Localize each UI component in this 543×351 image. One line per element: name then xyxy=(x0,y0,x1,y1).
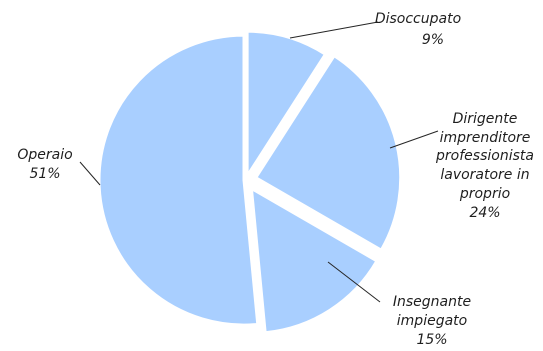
slice-label-text: Disoccupato xyxy=(375,11,461,27)
pie-slice-operaio xyxy=(97,33,260,327)
slice-label-line: professionista xyxy=(435,148,534,164)
pie-slice-insegnante xyxy=(249,186,379,335)
leader-lines xyxy=(79,21,439,303)
slice-percent: 9% xyxy=(422,32,444,48)
slice-label-line: imprenditore xyxy=(440,130,531,146)
slice-label-operaio: Operaio 51% xyxy=(17,147,72,182)
leader-line xyxy=(289,21,379,39)
slice-label-insegnante: Insegnante impiegato 15% xyxy=(393,294,471,348)
leader-line xyxy=(327,261,381,303)
slice-label-line: Dirigente xyxy=(453,111,518,127)
slice-label-line: lavoratore in xyxy=(440,167,529,183)
pie-slices xyxy=(97,29,403,335)
slice-label-line: impiegato xyxy=(397,313,467,329)
slice-percent: 51% xyxy=(29,166,60,182)
slice-label-text: Operaio xyxy=(17,147,72,163)
leader-line xyxy=(79,161,101,186)
slice-percent: 15% xyxy=(416,332,447,348)
leader-line xyxy=(389,130,439,149)
slice-percent: 24% xyxy=(469,205,500,221)
slice-label-line: Insegnante xyxy=(393,294,471,310)
slice-label-dirigente: Dirigente imprenditore professionista la… xyxy=(435,111,534,221)
pie-slice-dirigente xyxy=(254,54,403,252)
pie-slice-disoccupato xyxy=(245,29,328,178)
slice-label-disoccupato: Disoccupato 9% xyxy=(375,11,461,48)
slice-label-line: proprio xyxy=(459,186,510,202)
